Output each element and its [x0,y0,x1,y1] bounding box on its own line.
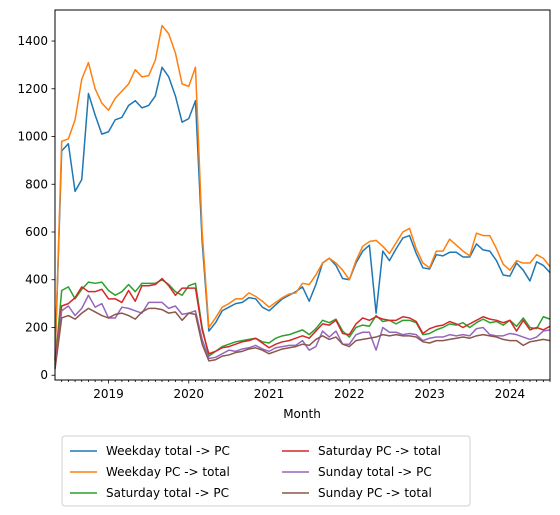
legend-entry-2: Weekday PC -> total [106,465,230,479]
x-tick-label: 2019 [93,387,124,401]
legend-entry-6: Sunday PC -> total [318,486,432,500]
x-tick-label: 2023 [414,387,445,401]
y-tick-label: 1200 [17,82,48,96]
x-axis: 2019 2020 2021 2022 2023 2024 [61,380,551,401]
y-tick-label: 800 [25,177,48,191]
y-tick-label: 1400 [17,34,48,48]
series-line-4 [54,277,551,364]
y-tick-label: 1000 [17,130,48,144]
series-line-2 [54,24,551,360]
legend: Weekday total -> PC Weekday PC -> total Sa… [61,435,471,507]
y-tick-label: 600 [25,225,48,239]
x-tick-label: 2020 [174,387,205,401]
legend-entry-5: Sunday total -> PC [318,465,432,479]
legend-frame [61,435,471,507]
x-axis-label: Month [283,407,321,421]
legend-entry-1: Weekday total -> PC [106,444,230,458]
y-tick-label: 0 [40,368,48,382]
plot-frame [54,9,551,381]
y-axis: 0 200 400 600 800 1000 1200 1400 [17,34,55,382]
plot-lines [54,24,551,370]
legend-entry-3: Saturday total -> PC [106,486,229,500]
legend-entry-4: Saturday PC -> total [318,444,441,458]
series-line-1 [54,66,551,361]
x-tick-label: 2021 [254,387,285,401]
x-tick-label: 2022 [334,387,365,401]
y-tick-label: 200 [25,320,48,334]
series-line-5 [54,294,551,369]
x-tick-label: 2024 [495,387,526,401]
series-line-6 [54,307,551,370]
y-tick-label: 400 [25,273,48,287]
